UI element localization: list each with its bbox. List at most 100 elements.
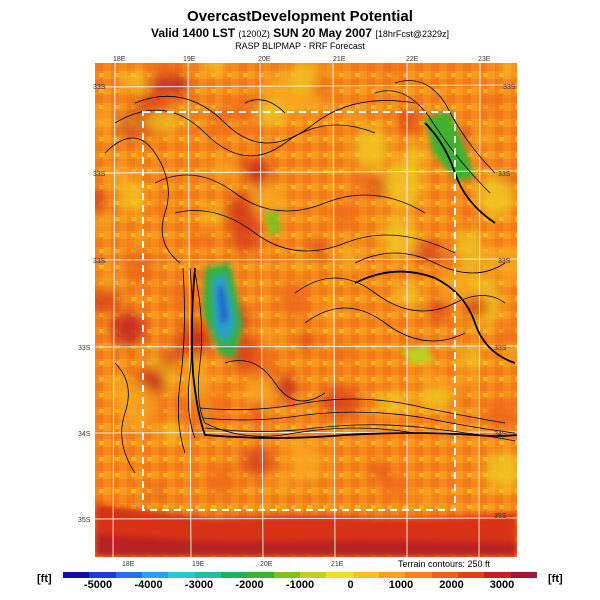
overcast-patch (322, 302, 338, 323)
lat-label-left: 33S (93, 84, 106, 91)
overcast-patch (498, 324, 518, 350)
overcast-patch (278, 280, 310, 318)
overcast-patch (329, 200, 359, 229)
overcast-patch (294, 260, 307, 269)
overcast-patch (86, 286, 122, 312)
overcast-patch (329, 346, 356, 362)
overcast-patch (474, 128, 493, 145)
forecast-info: [18hrFcst@2329z] (375, 29, 449, 39)
scale-tick-label: 3000 (489, 579, 515, 591)
color-swatch (457, 572, 485, 578)
lat-label-left: 33S (93, 258, 106, 265)
overcast-map (83, 49, 532, 558)
overcast-patch (117, 382, 156, 430)
overcast-patch (418, 367, 439, 382)
lon-label-bottom: 18E (122, 561, 135, 568)
overcast-patch (460, 374, 475, 388)
lat-label-right: 35S (494, 513, 507, 520)
color-swatch (484, 572, 511, 578)
overcast-patch (242, 447, 274, 477)
color-swatch (299, 572, 327, 578)
overcast-patch (354, 126, 389, 171)
overcast-patch (95, 274, 120, 290)
overcast-patch (122, 247, 156, 278)
overcast-patch (381, 216, 418, 259)
overcast-patch (173, 328, 189, 344)
overcast-patch (337, 241, 360, 272)
overcast-patch (483, 398, 522, 431)
overcast-field (83, 49, 532, 507)
overcast-patch (257, 100, 286, 127)
legend-unit-right: [ft] (548, 573, 563, 585)
overcast-patch (263, 329, 283, 344)
overcast-patch (243, 377, 278, 410)
overcast-patch (281, 436, 297, 451)
overcast-patch (230, 228, 261, 253)
valid-time-line: Valid 1400 LST (1200Z) SUN 20 May 2007 [… (0, 26, 600, 40)
color-swatch (510, 572, 537, 578)
overcast-patch (398, 108, 419, 134)
color-swatch (115, 572, 142, 578)
overcast-patch (372, 466, 390, 478)
overcast-patch (377, 391, 411, 415)
scale-tick-label: 0 (347, 579, 354, 591)
color-swatch (405, 572, 432, 578)
overcast-patch (199, 391, 231, 422)
overcast-patch (460, 208, 480, 221)
overcast-patch (467, 248, 504, 274)
overcast-patch (248, 402, 266, 420)
overcast-patch (310, 239, 326, 258)
overcast-patch (121, 87, 139, 99)
color-swatch (220, 572, 248, 578)
color-scale-bar (63, 572, 537, 578)
lat-label-right: 33S (503, 84, 516, 91)
lat-label-left: 33S (78, 345, 91, 352)
scale-tick-label: -2000 (235, 579, 264, 591)
overcast-patch (379, 473, 409, 499)
color-swatch (431, 572, 458, 578)
lon-label-top: 21E (333, 56, 346, 63)
scale-tick-label: 1000 (388, 579, 414, 591)
overcast-patch (290, 440, 321, 484)
overcast-patch (459, 348, 482, 370)
scale-tick-label: -4000 (134, 579, 163, 591)
graticule (94, 62, 518, 558)
scale-tick-label: -3000 (184, 579, 214, 591)
color-swatch (63, 572, 90, 578)
overcast-patch (485, 450, 522, 491)
color-swatch (168, 572, 195, 578)
terrain-contour-note: Terrain contours: 250 ft (398, 559, 491, 569)
overcast-patch (477, 175, 514, 218)
overcast-patch (210, 122, 227, 141)
overcast-patch (110, 311, 146, 345)
overcast-patch (169, 281, 190, 310)
overcast-patch (273, 474, 292, 493)
lon-label-bottom: 19E (192, 561, 205, 568)
valid-prefix: Valid 1400 LST (151, 26, 236, 40)
overcast-patch (353, 166, 376, 196)
scale-tick-label: 2000 (439, 579, 464, 591)
lon-label-top: 20E (258, 56, 271, 63)
overcast-patch (206, 464, 236, 497)
lon-label-top: 22E (406, 56, 419, 63)
color-swatch (89, 572, 116, 578)
overcast-patch (130, 235, 149, 247)
valid-utc: (1200Z) (238, 29, 270, 39)
lon-label-top: 18E (113, 56, 126, 63)
overcast-patch (145, 111, 180, 133)
overcast-patch (321, 386, 361, 418)
overcast-patch (462, 295, 489, 319)
overcast-patch (158, 350, 180, 369)
lon-label-top: 23E (478, 56, 491, 63)
legend-unit-left: [ft] (37, 573, 52, 585)
overcast-patch (274, 375, 297, 401)
overcast-patch (439, 267, 474, 304)
overcast-patch (298, 333, 315, 350)
color-swatch (273, 572, 300, 578)
scale-tick-label: -1000 (285, 579, 315, 591)
overcast-patch (248, 158, 270, 187)
overcast-patch (212, 159, 239, 181)
lon-label-top: 19E (183, 56, 196, 63)
lat-label-left: 33S (93, 171, 106, 178)
lat-label-right: 33S (494, 345, 507, 352)
